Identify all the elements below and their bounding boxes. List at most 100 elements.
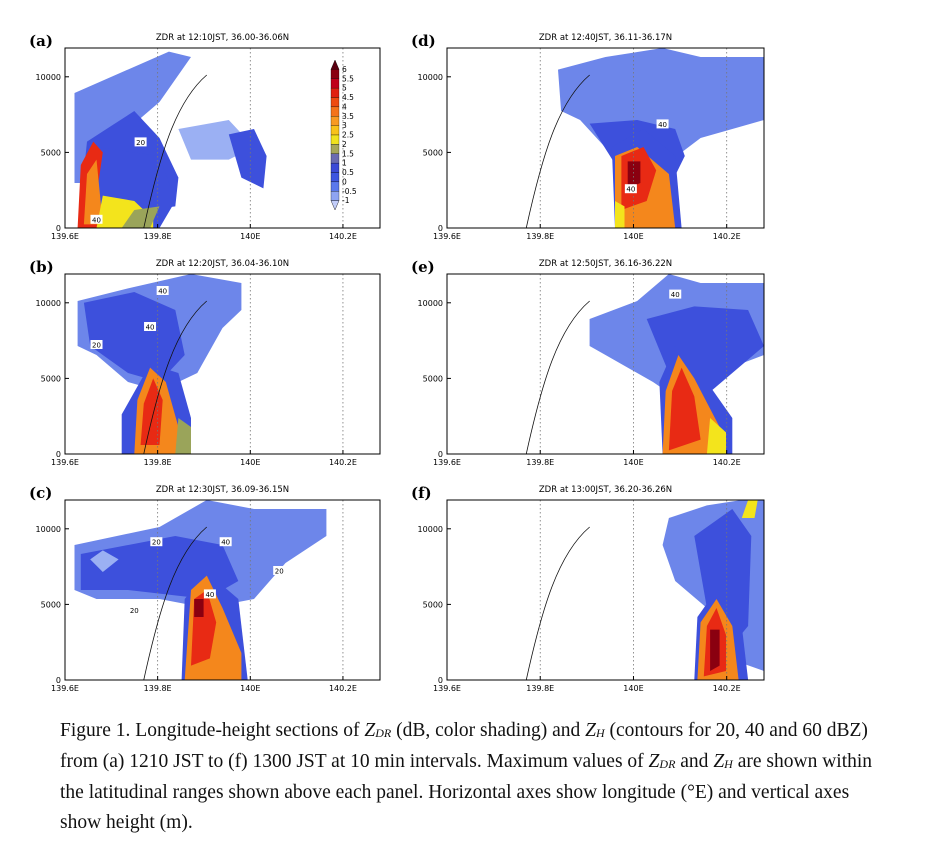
plot-frame [64,499,381,681]
contour-label: 20 [136,139,145,147]
plot-frame [64,273,381,455]
x-tick-label: 139.8E [144,232,172,241]
contour-label: 40 [205,591,214,599]
zdr-shading [83,292,185,382]
y-tick-label: 0 [438,224,443,233]
y-tick-label: 0 [56,224,61,233]
zdr-shading [121,206,160,228]
colorbar-label: 0 [342,177,347,186]
x-tick-label: 140E [240,684,260,693]
contour-label: 20 [275,568,284,576]
contour-label: 40 [146,324,155,332]
x-tick-label: 139.6E [433,232,461,241]
panel-b: (b) ZDR at 12:20JST, 36.04-36.10N 139.6E 13… [29,258,381,467]
zdr-shading [140,378,163,445]
panel-title: ZDR at 12:40JST, 36.11-36.17N [539,33,672,43]
zh-contour [143,300,208,455]
colorbar-label: 3 [342,121,347,130]
contour-label-bg [219,537,232,547]
x-tick-label: 139.6E [51,458,79,467]
colorbar-cap [330,59,340,70]
y-tick-label: 0 [56,450,61,459]
y-tick-label: 5000 [423,600,443,609]
colorbar-swatch [330,106,340,117]
zdr-shading [706,418,726,454]
panel-label: (a) [29,32,53,50]
colorbar-label: 3.5 [342,112,354,121]
zh-symbol-2: ZH [713,751,733,772]
plot-frame [446,47,765,229]
colorbar-label: 4.5 [342,93,354,102]
colorbar-swatch [330,116,340,126]
colorbar-swatch [330,78,340,89]
x-tick-label: 139.6E [51,684,79,693]
plot-frame [446,273,765,455]
x-tick-label: 140.2E [713,684,741,693]
y-tick-label: 10000 [36,73,61,82]
y-tick-label: 5000 [423,148,443,157]
zdr-shading [194,599,204,617]
panel-title: ZDR at 13:00JST, 36.20-36.26N [539,485,672,495]
x-tick-label: 139.6E [51,232,79,241]
panel-f: (f) ZDR at 13:00JST, 36.20-36.26N 139.6E 13… [411,484,765,693]
contour-label: 40 [671,291,680,299]
contour-label: 20 [130,607,139,615]
colorbar-swatch [330,181,340,192]
caption-text-2: (dB, color shading) and [391,720,586,741]
zdr-shading [627,161,641,189]
contour-label-bg [90,214,103,224]
zdr-shading [668,367,701,451]
panel-label: (d) [411,32,436,50]
y-tick-label: 10000 [418,299,443,308]
colorbar-label: 1.5 [342,149,354,158]
contour-label-bg [203,589,216,599]
zdr-shading [90,550,119,572]
panel-label: (e) [411,258,435,276]
colorbar-swatch [330,191,340,201]
contour-label: 40 [221,539,230,547]
y-tick-label: 5000 [423,374,443,383]
contour-label: 20 [92,342,101,350]
colorbar-label: 2.5 [342,131,354,140]
colorbar-swatch [330,125,340,136]
x-tick-label: 140.2E [713,458,741,467]
panel-title: ZDR at 12:10JST, 36.00-36.06N [156,33,289,43]
x-tick-label: 139.6E [433,458,461,467]
zdr-shading [175,418,191,454]
y-tick-label: 5000 [41,600,61,609]
zdr-symbol: ZDR [364,720,392,741]
colorbar-label: 5.5 [342,74,354,83]
colorbar-label: -1 [342,196,350,205]
x-tick-label: 140E [623,684,643,693]
contour-label-bg [656,119,669,129]
x-tick-label: 140E [240,458,260,467]
x-tick-label: 140.2E [713,232,741,241]
y-tick-label: 0 [438,676,443,685]
colorbar-label: 0.5 [342,168,354,177]
colorbar-swatch [330,134,340,145]
zh-contour [525,74,590,229]
caption-text-1: Figure 1. Longitude-height sections of [60,720,365,741]
zdr-shading [83,159,103,225]
figure-caption: Figure 1. Longitude-height sections of Z… [60,716,890,838]
plot-frame [64,47,381,229]
zdr-shading [694,509,752,653]
x-tick-label: 139.8E [144,458,172,467]
colorbar-label: 1 [342,159,347,168]
zdr-shading [710,629,720,671]
zdr-shading [741,500,758,518]
contour-label-bg [669,289,682,299]
x-tick-label: 140.2E [329,684,357,693]
colorbar-label: 4 [342,102,347,111]
colorbar-label: 5 [342,84,347,93]
x-tick-label: 140.2E [329,458,357,467]
x-tick-label: 140E [623,458,643,467]
panel-title: ZDR at 12:50JST, 36.16-36.22N [539,259,672,269]
colorbar-swatch [330,87,340,98]
x-tick-label: 140.2E [329,232,357,241]
zh-symbol: ZH [585,720,605,741]
x-tick-label: 139.8E [526,232,554,241]
contour-label: 40 [158,288,167,296]
